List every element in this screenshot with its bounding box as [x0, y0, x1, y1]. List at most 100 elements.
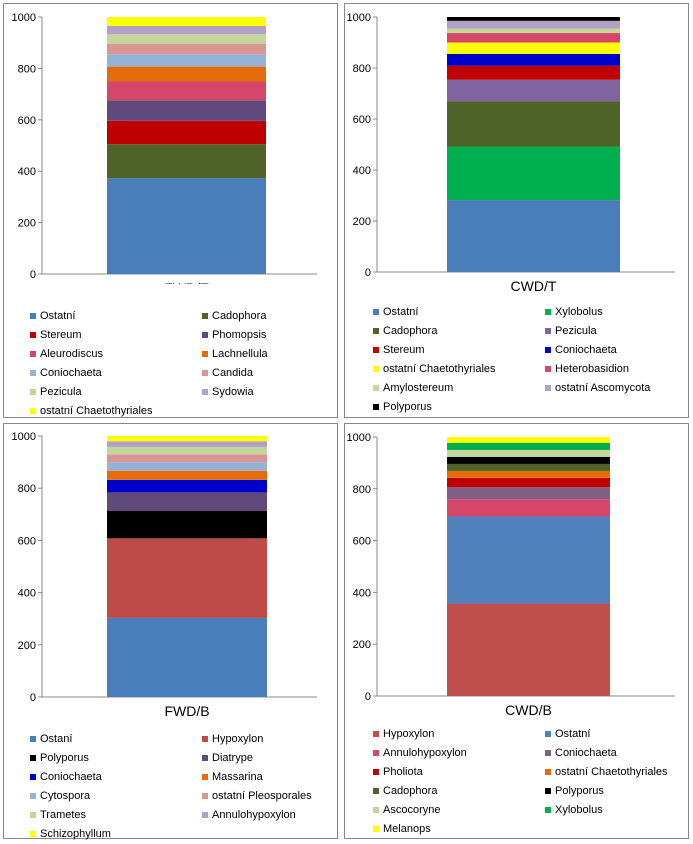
legend-swatch: [373, 768, 379, 775]
y-tick-label: 600: [353, 536, 371, 548]
chart-panel-cwd-b: 0 200 400 600 800 1000 CWD/B Hypoxylon Ostatní A…: [344, 423, 689, 839]
legend-swatch: [373, 403, 379, 410]
legend-label: Coniochaeta: [40, 770, 102, 783]
legend-swatch: [202, 792, 208, 799]
legend-swatch: [30, 388, 36, 395]
legend-swatch: [373, 730, 379, 737]
legend-swatch: [545, 806, 551, 813]
y-tick-label: 600: [18, 535, 36, 547]
legend-label: Hypoxylon: [383, 727, 435, 740]
legend-label: Coniochaeta: [555, 343, 617, 356]
bar-segment-cytospora: [107, 462, 267, 471]
legend-item-ostatni: Ostatní: [373, 303, 545, 320]
legend-swatch: [545, 749, 551, 756]
y-tick-label: 0: [365, 267, 371, 279]
chart-panel-fwd-t: 0 200 400 600 800 1000 FWD/T Ostatní Cadophora S…: [3, 3, 338, 418]
legend-swatch: [30, 735, 36, 742]
bar-segment-ostatni-ascomycota: [447, 20, 620, 29]
legend-label: Aleurodiscus: [40, 347, 103, 360]
legend-swatch: [545, 365, 551, 372]
legend-swatch: [202, 754, 208, 761]
y-tick-label: 400: [353, 587, 371, 599]
legend-swatch: [373, 384, 379, 391]
legend-label: Lachnellula: [212, 347, 268, 360]
bar-segment-pezicula: [107, 34, 266, 44]
bar-segment-heterobasidion: [447, 33, 620, 43]
legend-label: Amylostereum: [383, 381, 454, 394]
y-tick-label: 0: [365, 691, 371, 703]
y-tick-label: 800: [18, 63, 36, 75]
bar-segment-polyporus: [447, 456, 610, 464]
bar-segment-hypoxylon: [107, 538, 267, 618]
legend-swatch: [373, 787, 379, 794]
legend-label: Stereum: [40, 328, 82, 341]
legend-label: Annulohypoxylon: [383, 746, 467, 759]
legend-swatch: [545, 346, 551, 353]
legend-item-coniochaeta: Coniochaeta: [545, 341, 693, 358]
y-tick-label: 800: [353, 63, 371, 75]
legend-item-ostani: Ostaní: [30, 730, 202, 747]
y-tick-label: 200: [353, 216, 371, 228]
legend-item-coniochaeta: Coniochaeta: [30, 768, 202, 785]
legend-item-amylostereum: Amylostereum: [373, 379, 545, 396]
legend-item-ostatni-ascomycota: ostatní Ascomycota: [545, 379, 693, 396]
bar-segment-melanops: [447, 437, 610, 443]
legend-swatch: [373, 806, 379, 813]
legend-swatch: [545, 327, 551, 334]
legend-swatch: [545, 730, 551, 737]
legend-swatch: [202, 331, 208, 338]
bar-segment-cadophora: [447, 463, 610, 471]
bar-segment-stereum: [107, 120, 266, 145]
legend-label: Ascocoryne: [383, 803, 441, 816]
bar-segment-cadophora: [447, 101, 620, 147]
legend-label: Xylobolus: [555, 305, 603, 318]
legend-swatch: [545, 768, 551, 775]
bar-segment-xylobolus: [447, 146, 620, 201]
y-tick-label: 1000: [347, 12, 371, 24]
y-tick-label: 400: [353, 165, 371, 177]
bar-segment-lachnellula: [107, 66, 266, 82]
bar-segment-annulohypoxylon: [447, 499, 610, 517]
bar-segment-ascocoryne: [447, 449, 610, 457]
bar-segment-phomopsis: [107, 100, 266, 121]
legend-label: Pezicula: [555, 324, 597, 337]
legend-swatch: [30, 773, 36, 780]
bar-segment-polyporus: [107, 510, 267, 539]
legend-swatch: [30, 350, 36, 357]
legend-item-pezicula: Pezicula: [545, 322, 693, 339]
bar-segment-polyporus: [447, 17, 620, 21]
bar-segment-xylobolus: [447, 442, 610, 450]
legend-item-polyporus: Polyporus: [545, 782, 693, 799]
bar-segment-sydowia: [107, 25, 266, 35]
legend-item-candida: Candida: [202, 364, 374, 381]
legend-label: Hypoxylon: [212, 732, 264, 745]
x-axis-label: CWD/T: [511, 278, 557, 294]
legend-label: ostatní Chaetothyriales: [555, 765, 668, 778]
legend-swatch: [30, 331, 36, 338]
y-tick-label: 0: [30, 269, 36, 281]
bar-segment-hypoxylon: [447, 603, 610, 696]
chart-cwd-b: 0 200 400 600 800 1000 CWD/B: [347, 432, 675, 718]
legend-label: Cadophora: [383, 784, 438, 797]
y-tick-label: 0: [30, 692, 36, 704]
legend-item-stereum: Stereum: [373, 341, 545, 358]
legend-item-massarina: Massarina: [202, 768, 374, 785]
legend-label: Ostatní: [383, 305, 419, 318]
y-tick-label: 400: [18, 588, 36, 600]
bar-segment-ostatni: [107, 178, 266, 274]
y-tick-label: 200: [353, 639, 371, 651]
legend-item-annulohypoxylon: Annulohypoxylon: [202, 806, 374, 823]
legend-item-ostatni-pleosporales: ostatní Pleosporales: [202, 787, 374, 804]
bar-segment-ostatni-chaetothyriales: [447, 470, 610, 478]
bar-segment-schizophyllum: [107, 436, 267, 442]
chart-fwd-b: 0 200 400 600 800 1000 FWD/B: [12, 431, 317, 719]
legend-swatch: [30, 369, 36, 376]
legend-fwd-b: Ostaní Hypoxylon Polyporus Diatrype Coniocha…: [30, 730, 374, 842]
bar-segment-amylostereum: [447, 28, 620, 34]
x-axis-label: FWD/B: [164, 703, 209, 719]
legend-item-xylobolus: Xylobolus: [545, 801, 693, 818]
bar-segment-ostatni-pleosporales: [107, 454, 267, 463]
y-tick-label: 1000: [347, 432, 371, 444]
legend-item-cytospora: Cytospora: [30, 787, 202, 804]
legend-item-coniochaeta: Coniochaeta: [30, 364, 202, 381]
